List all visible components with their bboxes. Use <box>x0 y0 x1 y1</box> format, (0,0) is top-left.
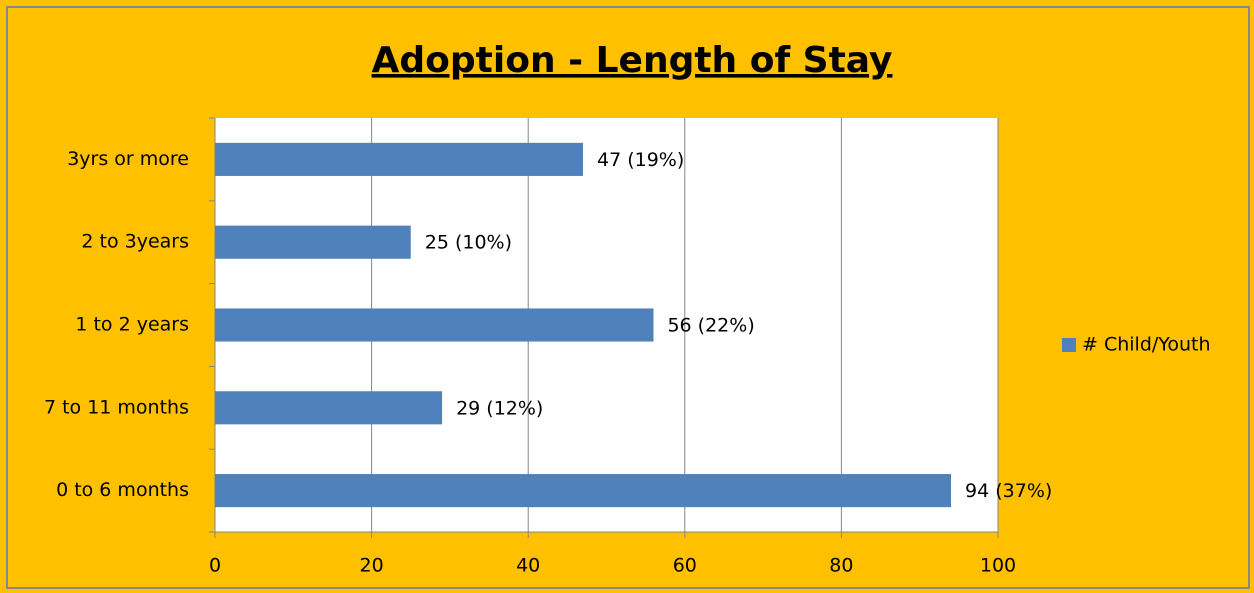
y-tick-label: 7 to 11 months <box>44 396 189 418</box>
data-label: 56 (22%) <box>667 315 754 337</box>
y-tick-label: 0 to 6 months <box>56 479 189 501</box>
y-tick-label: 1 to 2 years <box>75 314 189 336</box>
bar <box>215 474 952 508</box>
x-tick-label: 60 <box>673 555 697 577</box>
chart-title: Adoption - Length of Stay <box>372 40 893 81</box>
x-tick-label: 100 <box>980 555 1016 577</box>
bar <box>215 308 654 342</box>
data-label: 47 (19%) <box>597 149 684 171</box>
x-tick-label: 20 <box>360 555 384 577</box>
y-tick-label: 2 to 3years <box>81 231 189 253</box>
x-tick-label: 40 <box>516 555 540 577</box>
legend-label: # Child/Youth <box>1082 334 1211 356</box>
x-tick-label: 0 <box>209 555 221 577</box>
y-tick-label: 3yrs or more <box>67 148 189 170</box>
data-label: 25 (10%) <box>425 232 512 254</box>
bar <box>215 391 443 425</box>
bar <box>215 142 584 176</box>
data-label: 29 (12%) <box>456 397 543 419</box>
x-tick-label: 80 <box>829 555 853 577</box>
legend-swatch <box>1062 338 1076 352</box>
data-label: 94 (37%) <box>965 480 1052 502</box>
chart-border <box>6 6 1250 589</box>
bar <box>215 225 411 259</box>
